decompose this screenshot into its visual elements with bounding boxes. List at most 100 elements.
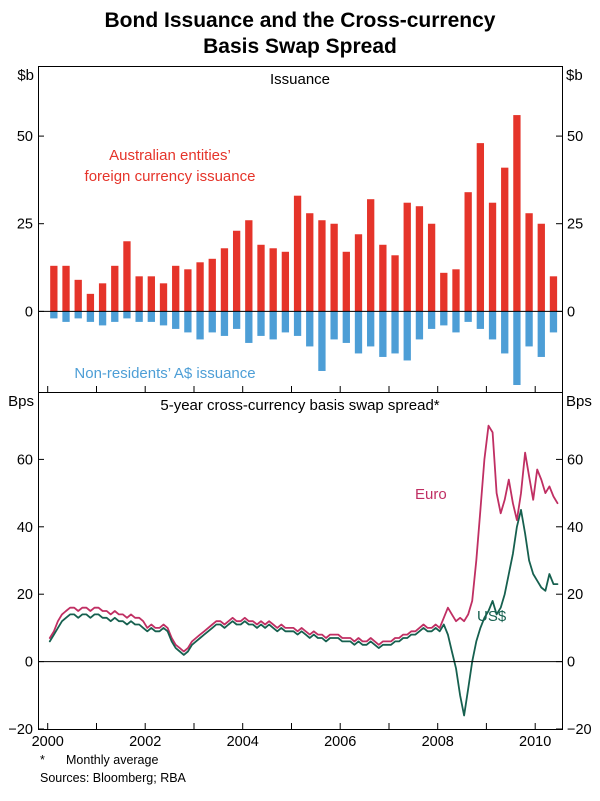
- bar-foreign-currency: [525, 213, 533, 312]
- y-tick-label-right: 0: [567, 655, 575, 671]
- bar-non-residents: [196, 311, 204, 340]
- bar-foreign-currency: [159, 283, 168, 312]
- bar-non-residents: [111, 311, 119, 322]
- y-tick-label-right: 20: [567, 587, 583, 603]
- bar-foreign-currency: [86, 293, 95, 312]
- bar-non-residents: [403, 311, 411, 361]
- usd-series-label: US$: [477, 608, 507, 625]
- non-residents-issuance-label: Non-residents’ A$ issuance: [74, 365, 256, 382]
- x-tick-label: 2000: [32, 734, 64, 750]
- bar-foreign-currency: [111, 265, 119, 312]
- bar-foreign-currency: [537, 223, 545, 312]
- bar-non-residents: [452, 311, 460, 333]
- bar-foreign-currency: [269, 248, 277, 312]
- bar-foreign-currency: [232, 230, 241, 312]
- bar-non-residents: [415, 311, 424, 340]
- y-tick-label-left: 60: [17, 452, 33, 468]
- sources-line: Sources: Bloomberg; RBA: [40, 771, 186, 785]
- bar-foreign-currency: [367, 199, 375, 312]
- bar-non-residents: [62, 311, 70, 322]
- bar-foreign-currency: [513, 115, 521, 312]
- bar-non-residents: [220, 311, 229, 336]
- x-tick-label: 2004: [227, 734, 259, 750]
- bar-foreign-currency: [354, 234, 363, 312]
- bar-non-residents: [342, 311, 350, 343]
- bar-non-residents: [330, 311, 338, 340]
- bar-non-residents: [537, 311, 545, 357]
- bar-non-residents: [245, 311, 253, 343]
- bottom-panel-unit-right: Bps: [566, 393, 592, 410]
- bar-non-residents: [50, 311, 58, 319]
- foreign-currency-issuance-label-line1: Australian entities’: [109, 147, 231, 164]
- bar-foreign-currency: [440, 272, 448, 312]
- bar-non-residents: [281, 311, 290, 333]
- bar-foreign-currency: [415, 206, 424, 312]
- bar-foreign-currency: [172, 265, 180, 312]
- bar-foreign-currency: [379, 244, 387, 312]
- y-tick-label-right: 40: [567, 520, 583, 536]
- bottom-panel-unit-left: Bps: [8, 393, 34, 410]
- bar-foreign-currency: [488, 202, 497, 312]
- bar-non-residents: [159, 311, 168, 326]
- y-tick-label-right: 60: [567, 452, 583, 468]
- x-tick-label: 2008: [422, 734, 454, 750]
- footnote-text: Monthly average: [66, 753, 159, 767]
- bar-foreign-currency: [476, 143, 485, 312]
- bar-non-residents: [427, 311, 436, 329]
- chart-title: Bond Issuance and the Cross-currency Bas…: [0, 8, 600, 60]
- y-tick-label-left: 50: [17, 129, 33, 145]
- bar-non-residents: [74, 311, 82, 319]
- bar-foreign-currency: [208, 258, 216, 312]
- foreign-currency-issuance-label: Australian entities’ foreign currency is…: [40, 145, 300, 187]
- x-tick-label: 2006: [324, 734, 356, 750]
- y-tick-label-left: 0: [25, 304, 33, 320]
- bar-foreign-currency: [464, 192, 472, 312]
- line-series-euro: [48, 424, 559, 653]
- bar-foreign-currency: [549, 276, 558, 312]
- bar-non-residents: [476, 311, 485, 329]
- x-tick-label: 2002: [129, 734, 161, 750]
- bar-non-residents: [184, 311, 192, 333]
- bar-foreign-currency: [98, 283, 107, 312]
- bar-non-residents: [135, 311, 143, 322]
- y-tick-label-left: 20: [17, 587, 33, 603]
- top-panel-unit-right: $b: [566, 67, 583, 84]
- bar-foreign-currency: [342, 251, 350, 312]
- bar-foreign-currency: [306, 213, 314, 312]
- x-tick-label: 2010: [519, 734, 551, 750]
- bar-foreign-currency: [135, 276, 143, 312]
- bar-foreign-currency: [281, 251, 290, 312]
- bar-non-residents: [98, 311, 107, 326]
- footnote-marker: *: [40, 753, 45, 767]
- bar-non-residents: [391, 311, 399, 354]
- bar-foreign-currency: [452, 269, 460, 312]
- y-tick-label-left: 25: [17, 217, 33, 233]
- bar-non-residents: [147, 311, 155, 322]
- top-panel-title: Issuance: [269, 71, 331, 88]
- bar-non-residents: [440, 311, 448, 326]
- y-tick-label-right: 50: [567, 129, 583, 145]
- bar-foreign-currency: [391, 255, 399, 312]
- bar-non-residents: [464, 311, 472, 322]
- bar-foreign-currency: [427, 223, 436, 312]
- bar-non-residents: [379, 311, 387, 357]
- bar-foreign-currency: [196, 262, 204, 312]
- foreign-currency-issuance-label-line2: foreign currency issuance: [84, 168, 256, 185]
- bar-non-residents: [367, 311, 375, 347]
- bar-non-residents: [525, 311, 533, 347]
- chart-title-line2: Basis Swap Spread: [203, 35, 397, 58]
- y-tick-label-left: 0: [25, 655, 33, 671]
- y-tick-label-right: 0: [567, 304, 575, 320]
- bar-foreign-currency: [220, 248, 229, 312]
- bar-non-residents: [488, 311, 497, 340]
- bar-foreign-currency: [74, 279, 82, 312]
- bar-non-residents: [354, 311, 363, 354]
- bar-foreign-currency: [62, 265, 70, 312]
- bar-non-residents: [86, 311, 95, 322]
- footnote: * Monthly average: [40, 753, 158, 767]
- y-tick-label-right: −20: [567, 722, 592, 738]
- y-tick-label-right: 25: [567, 217, 583, 233]
- bar-foreign-currency: [501, 167, 509, 312]
